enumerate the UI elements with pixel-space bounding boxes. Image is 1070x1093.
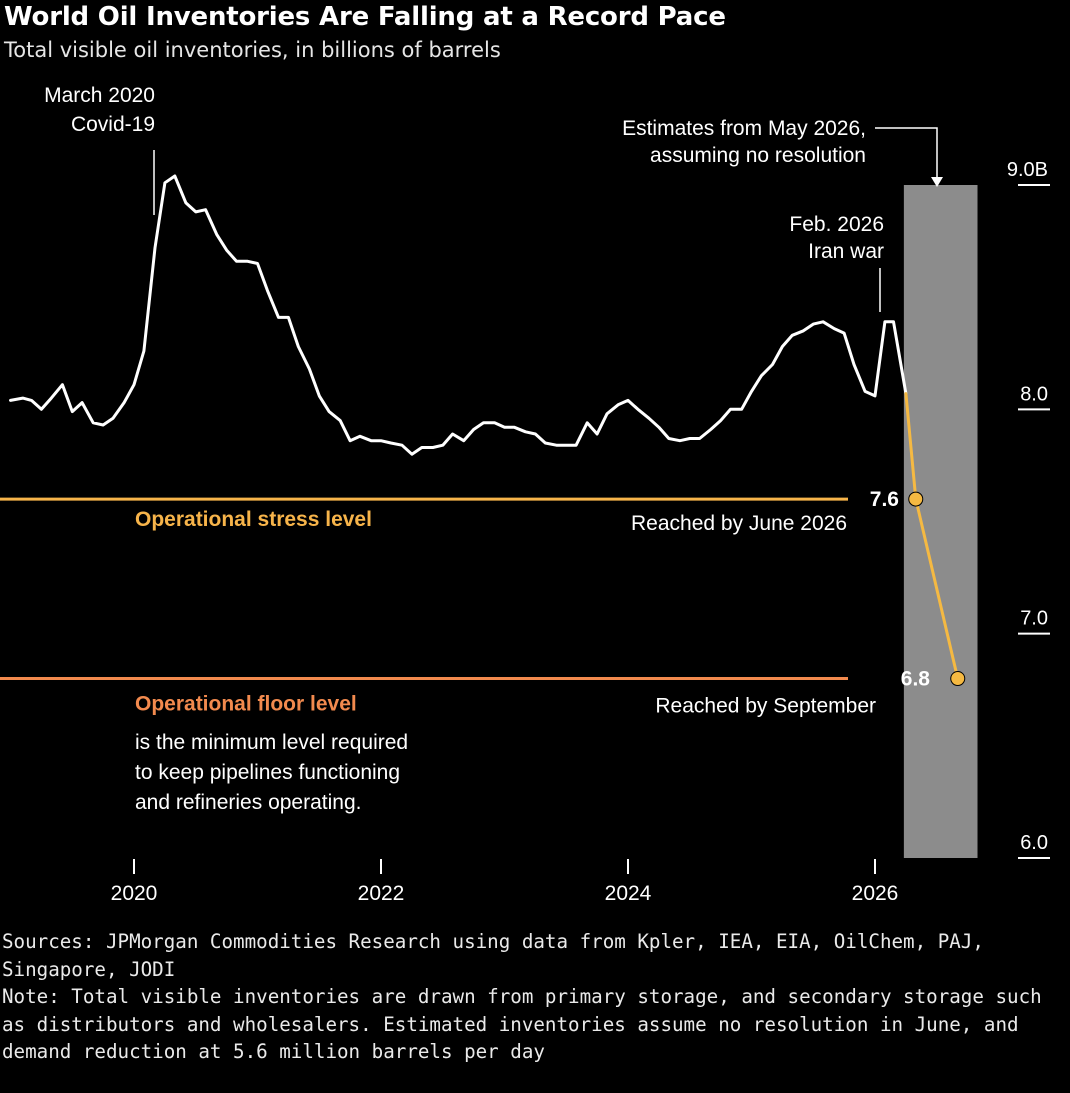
y-tick-label: 8.0	[1020, 383, 1048, 405]
sources-note: Sources: JPMorgan Commodities Research u…	[2, 930, 996, 981]
y-tick-label: 7.0	[1020, 608, 1048, 630]
y-tick-label: 9.0B	[1007, 159, 1048, 181]
x-tick-label: 2022	[358, 882, 405, 905]
estimate-shading	[903, 185, 978, 858]
covid-annotation-date: March 2020	[44, 84, 155, 107]
reference-lines: 7.6 Operational stress level Reached by Ju…	[0, 488, 931, 718]
reference-value-label: 6.8	[901, 668, 931, 691]
x-tick-label: 2020	[111, 882, 158, 905]
y-tick-label: 6.0	[1020, 832, 1048, 854]
iran-annotation-date: Feb. 2026	[789, 213, 884, 236]
inventory-history-line	[9, 174, 908, 456]
reference-note: Reached by September	[655, 695, 876, 718]
estimates-annotation-line1: Estimates from May 2026,	[622, 117, 866, 140]
estimates-leader-line	[875, 127, 938, 181]
reference-line-label: Operational floor level	[135, 693, 357, 716]
methodology-note: Note: Total visible inventories are draw…	[2, 985, 1054, 1063]
chart-title: World Oil Inventories Are Falling at a R…	[4, 2, 726, 32]
footer: Sources: JPMorgan Commodities Research u…	[2, 928, 1062, 1066]
covid-annotation-event: Covid-19	[71, 113, 155, 136]
chart-area: 9.0B 8.0 7.0 6.0 2020 2022 2024 2026 7.6 Operat…	[0, 84, 1050, 905]
estimate-points	[908, 491, 966, 687]
x-axis: 2020 2022 2024 2026	[111, 859, 899, 905]
y-axis: 9.0B 8.0 7.0 6.0	[1007, 159, 1050, 859]
estimate-point	[908, 491, 924, 507]
x-tick-label: 2026	[852, 882, 899, 905]
floor-description-line3: and refineries operating.	[135, 791, 361, 814]
x-tick-label: 2024	[605, 882, 652, 905]
estimates-annotation-line2: assuming no resolution	[650, 144, 866, 167]
estimate-point	[950, 671, 966, 687]
estimates-arrow-icon	[931, 177, 943, 187]
floor-description-line2: to keep pipelines functioning	[135, 761, 400, 784]
reference-note: Reached by June 2026	[631, 512, 847, 535]
reference-line-label: Operational stress level	[135, 508, 372, 531]
iran-annotation-event: Iran war	[808, 240, 884, 263]
chart-subtitle: Total visible oil inventories, in billio…	[4, 38, 501, 62]
floor-description-line1: is the minimum level required	[135, 731, 408, 754]
reference-value-label: 7.6	[870, 488, 899, 511]
